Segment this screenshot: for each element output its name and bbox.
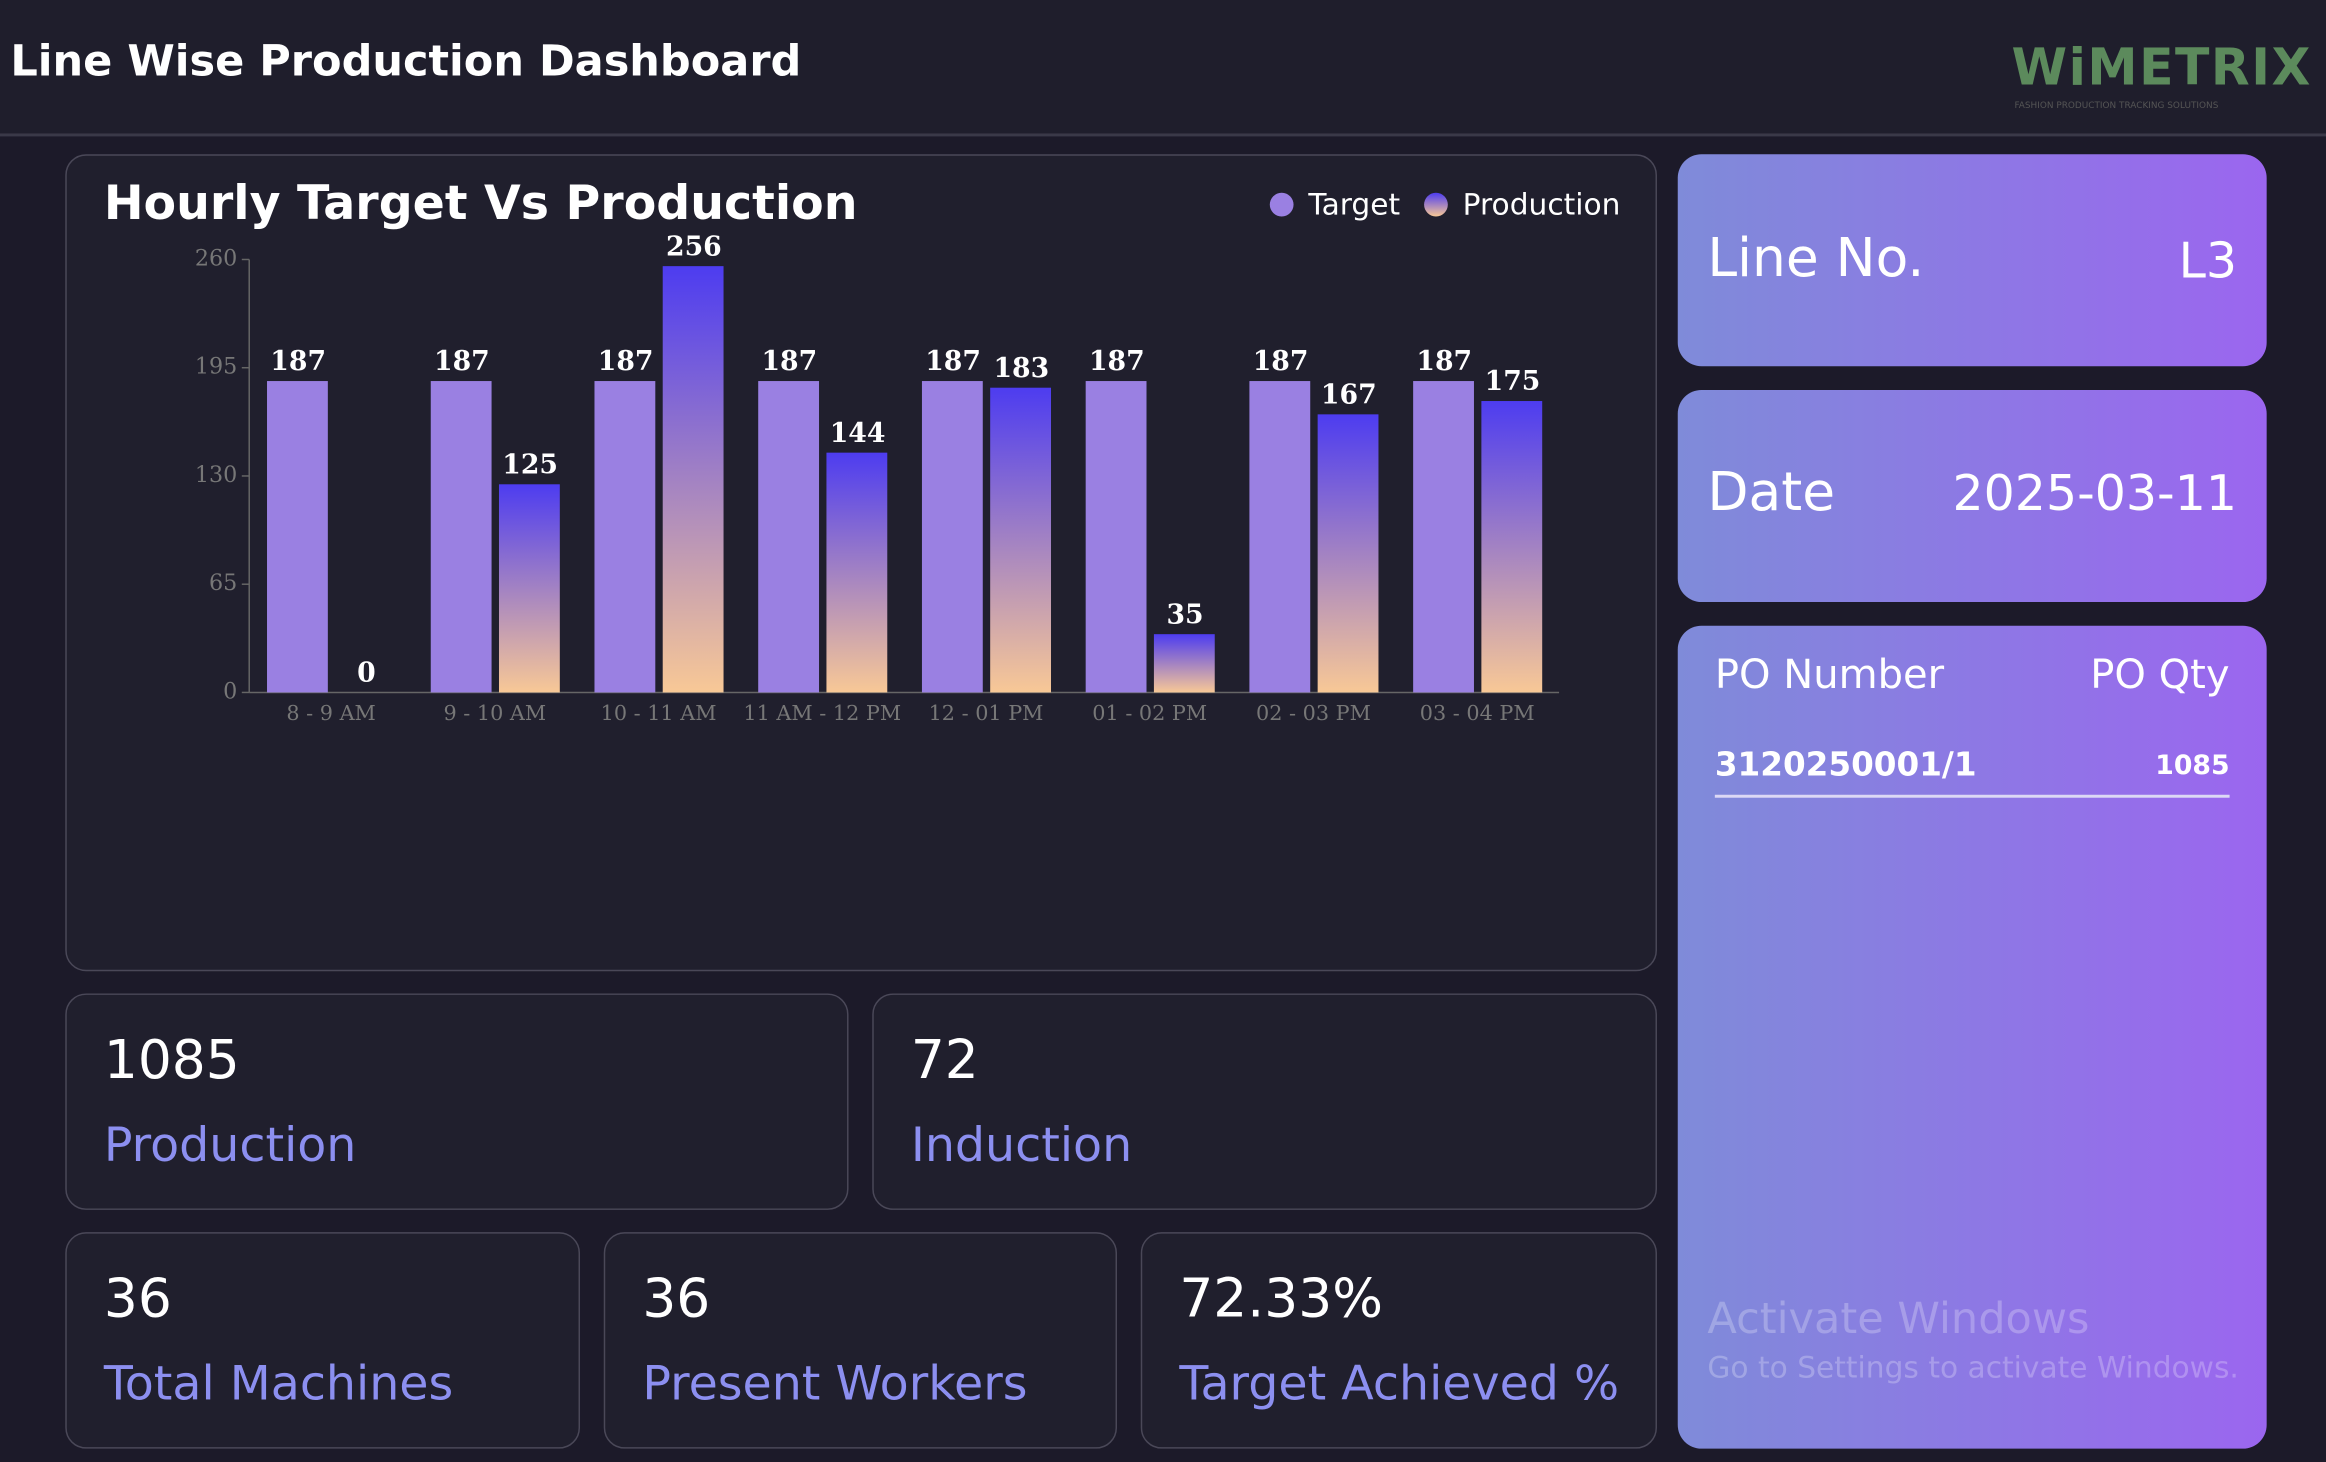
y-tick-label: 260 (195, 245, 237, 271)
x-tick-label: 02 - 03 PM (1256, 701, 1371, 725)
bar (498, 484, 560, 693)
stat-card: 36 Present Workers (603, 1232, 1118, 1449)
chart: Hourly Target Vs Production 0 65 130 195 260… (104, 176, 1621, 725)
x-tick-label: 11 AM - 12 PM (743, 701, 901, 725)
bar (826, 452, 888, 693)
bar (1481, 401, 1543, 693)
po-qty: 1085 (2155, 750, 2230, 782)
x-tick-label: 8 - 9 AM (286, 701, 375, 725)
value-label: 175 (1485, 366, 1541, 397)
value-label: 35 (1166, 599, 1203, 630)
bar (1413, 381, 1474, 693)
stat-value: 72.33% (1179, 1269, 1383, 1331)
bar (758, 381, 820, 693)
legend-label: Target (1307, 187, 1400, 222)
value-label: 183 (993, 353, 1049, 384)
stat-value: 36 (103, 1269, 172, 1331)
stat-card: 72.33% Target Achieved % (1140, 1232, 1657, 1449)
chart-title: Hourly Target Vs Production (104, 176, 858, 231)
stat-value: 1085 (103, 1030, 240, 1092)
bar (267, 381, 328, 693)
date-value: 2025-03-11 (1952, 464, 2237, 522)
value-label: 187 (270, 346, 326, 377)
po-header: PO Number (1714, 652, 1945, 699)
x-tick-label: 9 - 10 AM (443, 701, 546, 725)
value-label: 125 (502, 450, 558, 481)
value-label: 187 (1416, 346, 1472, 377)
x-tick-label: 03 - 04 PM (1420, 701, 1535, 725)
bar (1085, 381, 1147, 693)
date-card: Date 2025-03-11 (1677, 389, 2267, 603)
bar (662, 266, 724, 693)
po-header: PO Qty (2090, 652, 2230, 699)
stat-label: Production (103, 1116, 357, 1173)
bar (1153, 634, 1215, 693)
bar (594, 381, 656, 693)
line-card: Line No. L3 (1677, 154, 2267, 367)
bar (430, 381, 492, 693)
x-tick-label: 12 - 01 PM (929, 701, 1044, 725)
watermark-title: Activate Windows (1707, 1292, 2090, 1344)
stat-value: 36 (642, 1269, 711, 1331)
value-label: 0 (357, 658, 376, 689)
logo-tagline: FASHION PRODUCTION TRACKING SOLUTIONS (2014, 100, 2219, 112)
y-tick-label: 0 (223, 678, 237, 704)
value-label: 187 (1253, 346, 1309, 377)
stat-label: Target Achieved % (1179, 1355, 1620, 1412)
watermark-text: Go to Settings to activate Windows. (1707, 1349, 2239, 1385)
x-tick-label: 01 - 02 PM (1092, 701, 1207, 725)
stat-value: 72 (910, 1030, 979, 1092)
po-row: 3120250001/1 1085 (1714, 747, 2230, 798)
value-label: 256 (666, 231, 722, 262)
legend-marker (1269, 192, 1294, 217)
y-tick-label: 130 (195, 462, 237, 488)
line-label: Line No. (1707, 228, 1925, 290)
page-title: Line Wise Production Dashboard (10, 35, 802, 87)
chart-card: Hourly Target Vs Production 0 65 130 195 260… (65, 154, 1657, 972)
value-label: 187 (434, 346, 490, 377)
bar (1317, 414, 1379, 693)
po-card: PO Number PO Qty 3120250001/1 1085 Activ… (1677, 625, 2267, 1449)
value-label: 187 (761, 346, 817, 377)
value-label: 187 (1089, 346, 1145, 377)
y-tick-label: 65 (209, 570, 237, 596)
value-label: 144 (830, 418, 886, 449)
value-label: 167 (1321, 380, 1377, 411)
stat-label: Present Workers (642, 1355, 1028, 1412)
po-number: 3120250001/1 (1714, 747, 1977, 785)
y-tick-label: 195 (195, 354, 237, 380)
stat-card: 36 Total Machines (65, 1232, 581, 1449)
legend-marker (1424, 192, 1448, 217)
date-label: Date (1707, 462, 1836, 524)
bar (990, 387, 1052, 693)
bar (1249, 381, 1311, 693)
value-label: 187 (598, 346, 654, 377)
legend-label: Production (1463, 187, 1621, 222)
value-label: 187 (925, 346, 981, 377)
stat-label: Total Machines (103, 1355, 454, 1412)
stat-card: 1085 Production (65, 993, 849, 1210)
stat-card: 72 Induction (872, 993, 1657, 1210)
x-tick-label: 10 - 11 AM (601, 701, 717, 725)
line-value: L3 (2178, 231, 2237, 290)
logo: WiMETRIX (2011, 38, 2312, 98)
header: Line Wise Production Dashboard WiMETRIX … (0, 0, 2326, 137)
stat-label: Induction (910, 1116, 1133, 1173)
bar (921, 381, 983, 693)
